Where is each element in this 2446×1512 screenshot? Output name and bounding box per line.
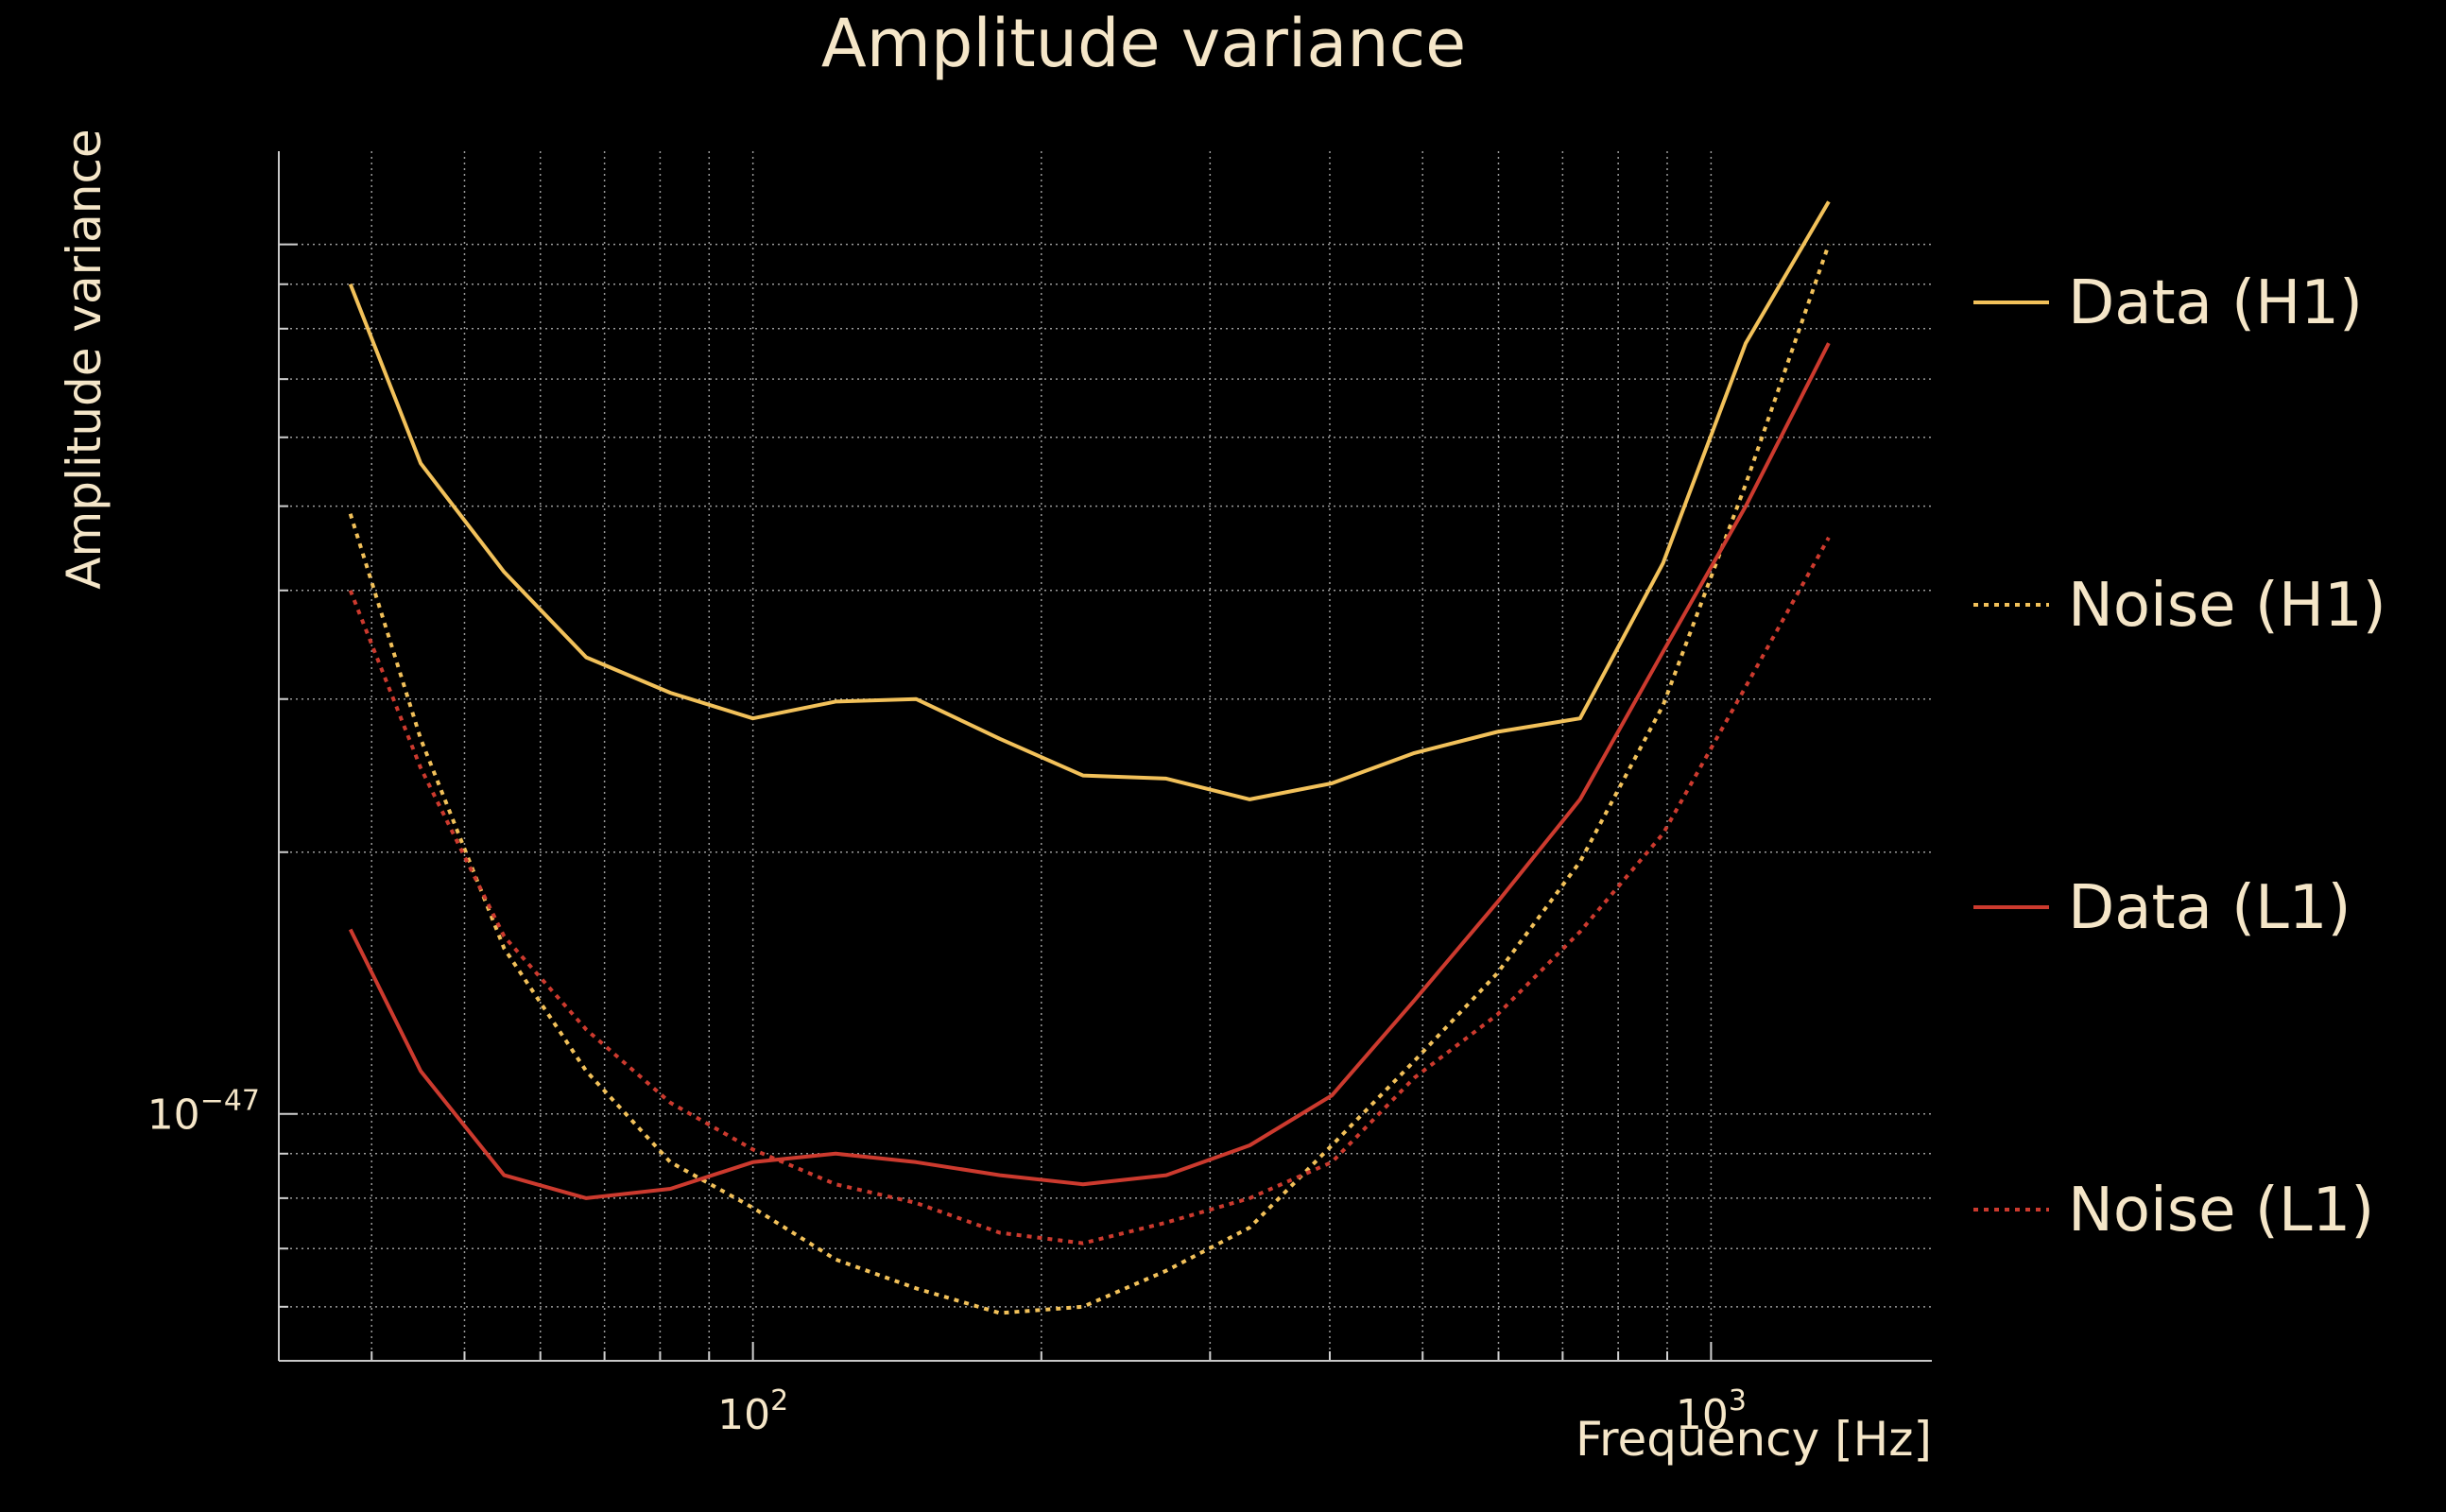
legend-label: Noise (H1) xyxy=(2068,571,2386,641)
series-line-2 xyxy=(348,342,1831,1200)
series-line-0 xyxy=(348,200,1831,801)
x-tick-label: 103 xyxy=(1676,1384,1747,1439)
chart-title: Amplitude variance xyxy=(821,5,1466,82)
legend-label: Noise (L1) xyxy=(2068,1176,2374,1246)
series-line-3 xyxy=(348,536,1831,1246)
y-axis-label: Amplitude variance xyxy=(57,129,112,589)
legend-label: Data (H1) xyxy=(2068,268,2363,338)
legend-label: Data (L1) xyxy=(2068,873,2351,943)
series-layer xyxy=(348,200,1831,1315)
x-tick-label: 102 xyxy=(717,1384,788,1439)
tick-labels: 102 103 10−47 xyxy=(147,1085,1747,1439)
legend: Data (H1) Noise (H1) Data (L1) Noise (L1) xyxy=(1973,268,2386,1246)
axes xyxy=(278,151,1932,1362)
y-tick-label: 10−47 xyxy=(147,1085,260,1140)
x-axis-label: Frequency [Hz] xyxy=(1576,1412,1932,1467)
